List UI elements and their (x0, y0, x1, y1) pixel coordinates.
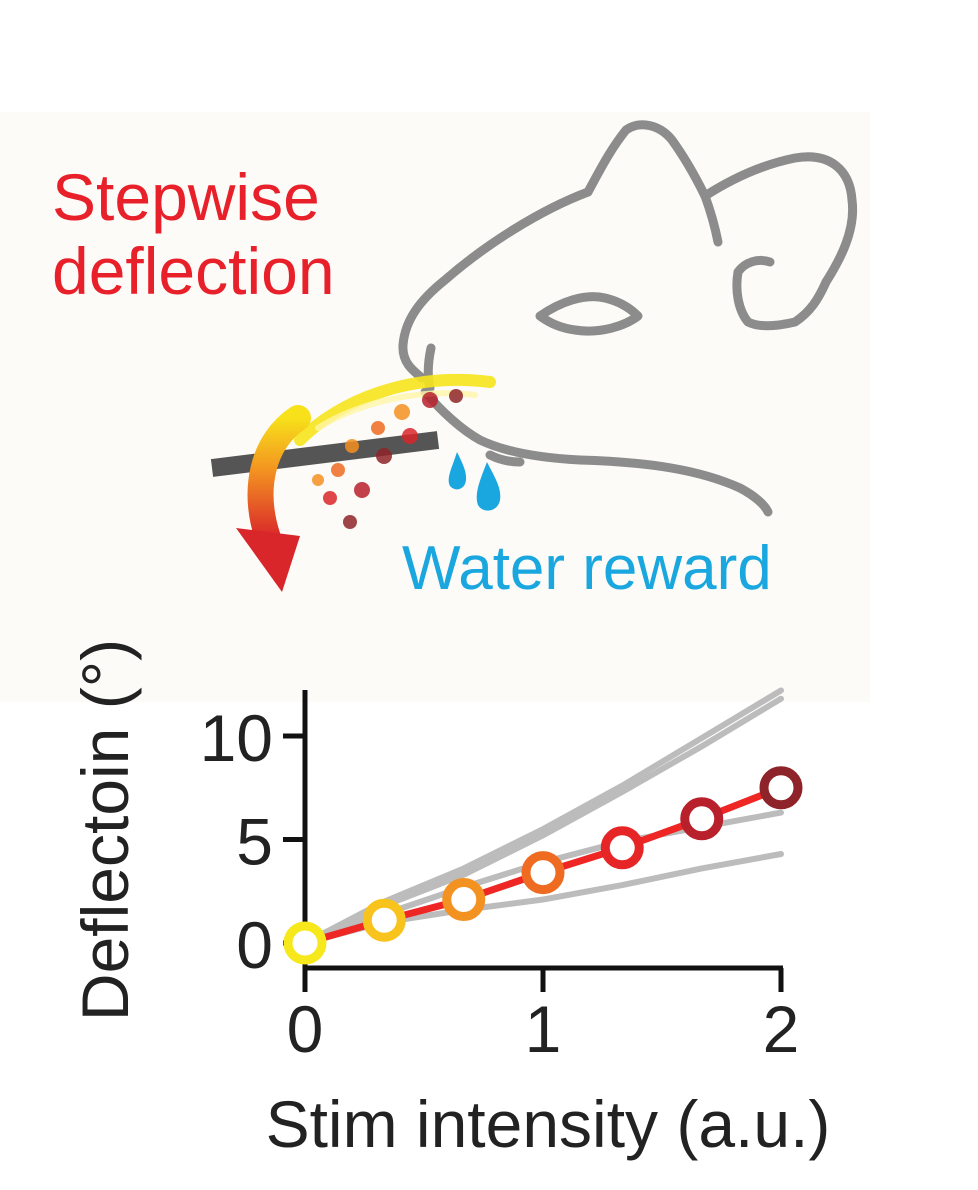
mean-point-6 (680, 797, 724, 841)
stimulus-label-line-2: deflection (52, 234, 335, 308)
mean-point-4 (521, 851, 565, 895)
x-tick-label-2: 2 (763, 992, 800, 1066)
reward-label: Water reward (402, 534, 772, 603)
y-tick-label-10: 10 (200, 701, 273, 775)
deflection-arrow-icon (236, 405, 311, 592)
mean-point-5 (600, 826, 644, 870)
y-tick-label-5: 5 (236, 805, 273, 879)
mouse-illustration (210, 120, 858, 592)
stimulus-label-line-1: Stepwise (52, 160, 320, 234)
mean-series-group (283, 766, 803, 965)
x-tick-label-1: 1 (525, 992, 562, 1066)
tick-labels: 0 5 10 0 1 2 (200, 701, 800, 1066)
stimulus-label: Stepwise deflection (52, 160, 335, 308)
mean-point-1 (283, 921, 327, 965)
x-tick-label-0: 0 (287, 992, 324, 1066)
y-axis-label: Deflectoin (°) (68, 639, 142, 1021)
mean-point-2 (362, 898, 406, 942)
mean-point-7 (759, 766, 803, 810)
x-axis-label: Stim intensity (a.u.) (266, 1087, 831, 1161)
water-drop-icon (448, 452, 501, 511)
whisker-bar (210, 431, 440, 477)
mean-point-3 (442, 878, 486, 922)
stimulus-particles (312, 389, 463, 529)
y-tick-label-0: 0 (236, 908, 273, 982)
